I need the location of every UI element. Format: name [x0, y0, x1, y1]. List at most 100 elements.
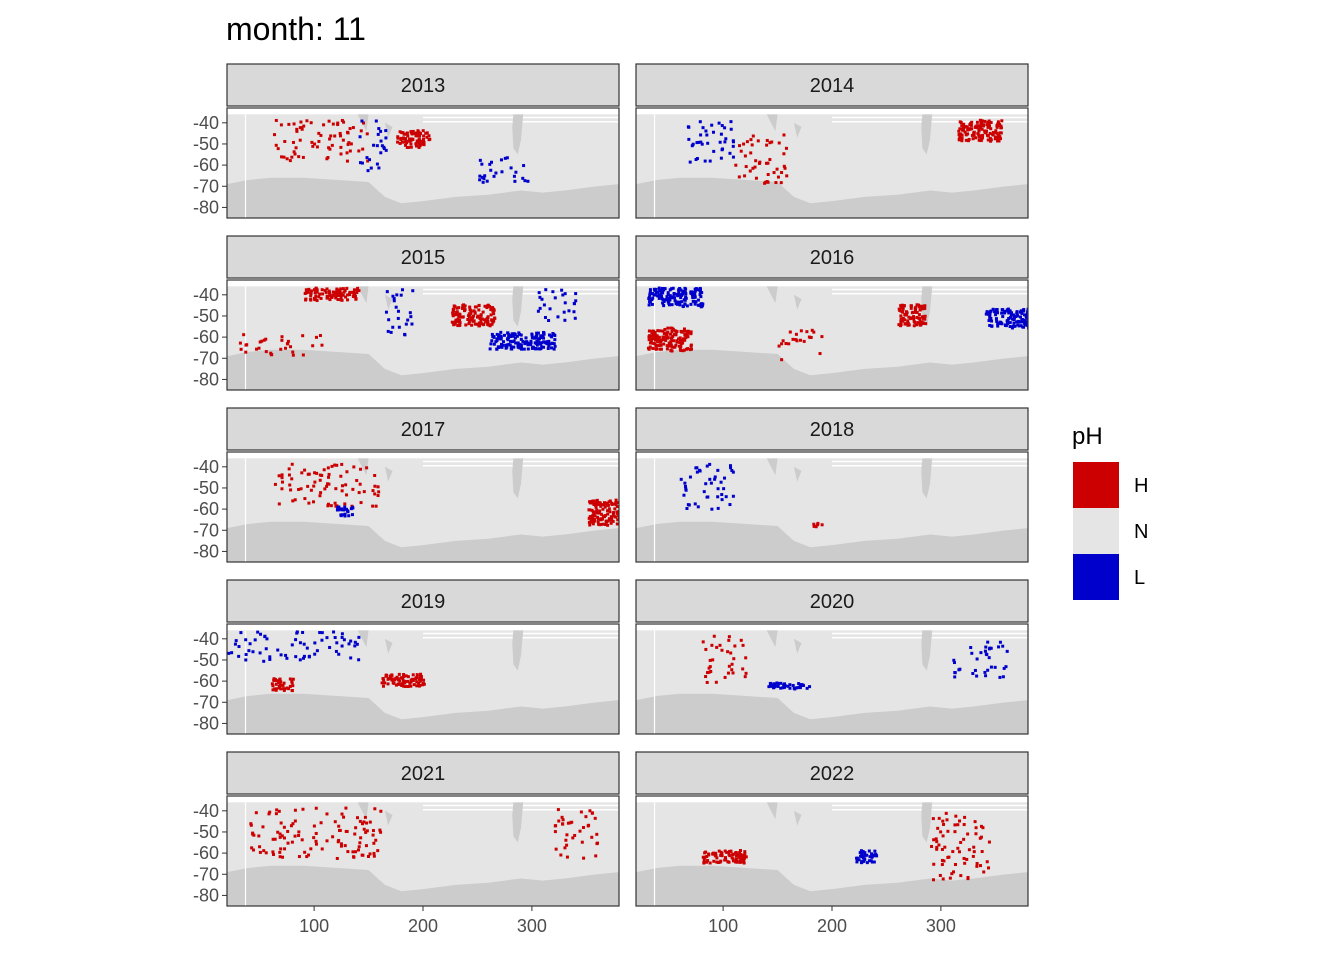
anomaly-cell: [788, 330, 792, 334]
anomaly-cell: [670, 329, 674, 333]
anomaly-cell: [524, 336, 528, 340]
anomaly-cell: [508, 339, 512, 343]
anomaly-cell: [492, 312, 496, 316]
y-tick-label: -80: [193, 197, 219, 217]
anomaly-cell: [242, 333, 246, 337]
anomaly-cell: [405, 131, 409, 135]
anomaly-cell: [262, 849, 266, 853]
anomaly-cell: [687, 330, 691, 334]
anomaly-cell: [694, 288, 698, 292]
anomaly-cell: [315, 471, 319, 475]
anomaly-cell: [568, 821, 572, 825]
anomaly-cell: [347, 642, 351, 646]
anomaly-cell: [727, 664, 731, 668]
anomaly-cell: [678, 347, 682, 351]
anomaly-cell: [291, 140, 295, 144]
panel-body: [636, 280, 1028, 390]
anomaly-cell: [399, 136, 403, 140]
no-data-band: [636, 624, 1028, 631]
anomaly-cell: [357, 635, 361, 639]
anomaly-cell: [411, 137, 415, 141]
anomaly-cell: [734, 163, 738, 167]
anomaly-cell: [579, 810, 583, 814]
anomaly-cell: [965, 125, 969, 129]
anomaly-cell: [450, 320, 454, 324]
anomaly-cell: [700, 142, 704, 146]
y-tick-label: -70: [193, 864, 219, 884]
anomaly-cell: [959, 121, 963, 125]
anomaly-cell: [757, 161, 761, 165]
anomaly-cell: [309, 292, 313, 296]
anomaly-cell: [421, 681, 425, 685]
panel-body: [227, 796, 619, 906]
anomaly-cell: [935, 840, 939, 844]
anomaly-cell: [744, 671, 748, 675]
anomaly-cell: [428, 137, 432, 141]
anomaly-cell: [942, 822, 946, 826]
anomaly-cell: [535, 333, 539, 337]
anomaly-cell: [309, 121, 313, 125]
south-america-land: [921, 114, 933, 155]
anomaly-cell: [368, 158, 372, 162]
anomaly-cell: [598, 509, 602, 513]
anomaly-cell: [705, 133, 709, 137]
anomaly-cell: [986, 640, 990, 644]
anomaly-cell: [376, 494, 380, 498]
anomaly-cell: [302, 124, 306, 128]
anomaly-cell: [647, 329, 651, 333]
anomaly-cell: [715, 856, 719, 860]
anomaly-cell: [918, 318, 922, 322]
anomaly-cell: [694, 466, 698, 470]
anomaly-cell: [250, 846, 254, 850]
no-data-band: [636, 108, 1028, 115]
anomaly-cell: [323, 487, 327, 491]
anomaly-cell: [872, 860, 876, 864]
anomaly-cell: [556, 315, 560, 319]
anomaly-cell: [661, 301, 665, 305]
anomaly-cell: [728, 850, 732, 854]
anomaly-cell: [361, 822, 365, 826]
anomaly-cell: [999, 137, 1003, 141]
anomaly-cell: [649, 338, 653, 342]
anomaly-cell: [314, 806, 318, 810]
anomaly-cell: [984, 312, 988, 316]
anomaly-cell: [677, 300, 681, 304]
anomaly-cell: [967, 848, 971, 852]
anomaly-cell: [271, 850, 275, 854]
anomaly-cell: [282, 825, 286, 829]
anomaly-cell: [553, 296, 557, 300]
anomaly-cell: [325, 839, 329, 843]
anomaly-cell: [996, 139, 1000, 143]
anomaly-cell: [362, 820, 366, 824]
anomaly-cell: [340, 644, 344, 648]
anomaly-cell: [334, 487, 338, 491]
anomaly-cell: [867, 859, 871, 863]
anomaly-cell: [314, 294, 318, 298]
anomaly-cell: [743, 675, 747, 679]
anomaly-cell: [329, 295, 333, 299]
anomaly-cell: [922, 317, 926, 321]
anomaly-cell: [590, 835, 594, 839]
anomaly-cell: [500, 170, 504, 174]
anomaly-cell: [899, 314, 903, 318]
anomaly-cell: [425, 135, 429, 139]
anomaly-cell: [987, 866, 991, 870]
anomaly-cell: [781, 686, 785, 690]
anomaly-cell: [719, 480, 723, 484]
anomaly-cell: [723, 126, 727, 130]
anomaly-cell: [997, 123, 1001, 127]
anomaly-cell: [693, 502, 697, 506]
anomaly-cell: [542, 336, 546, 340]
anomaly-cell: [917, 303, 921, 307]
anomaly-cell: [278, 832, 282, 836]
anomaly-cell: [264, 851, 268, 855]
anomaly-cell: [319, 133, 323, 137]
anomaly-cell: [791, 337, 795, 341]
anomaly-cell: [743, 852, 747, 856]
anomaly-cell: [379, 151, 383, 155]
anomaly-cell: [855, 856, 859, 860]
anomaly-cell: [748, 169, 752, 173]
anomaly-cell: [956, 846, 960, 850]
anomaly-cell: [709, 669, 713, 673]
anomaly-cell: [646, 346, 650, 350]
